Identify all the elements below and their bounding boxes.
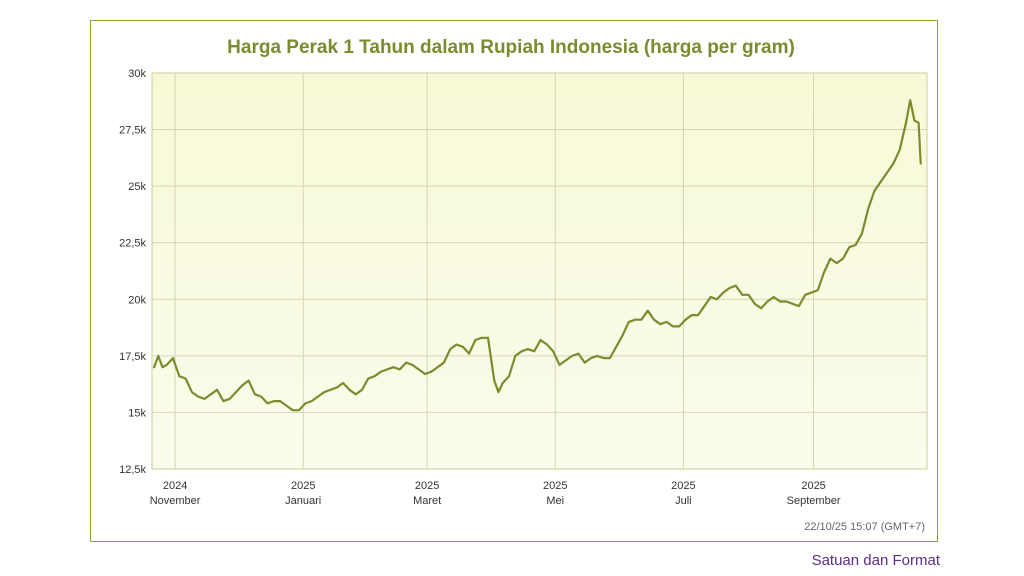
chart-frame: Harga Perak 1 Tahun dalam Rupiah Indones… bbox=[90, 20, 938, 542]
axis-labels: 12,5k 15k 17,5k 20k 22,5k 25k 27,5k 30k 2024 Nove… bbox=[119, 68, 841, 507]
y-tick-label: 20k bbox=[128, 294, 146, 306]
plot-border bbox=[151, 72, 928, 470]
chart-title: Harga Perak 1 Tahun dalam Rupiah Indones… bbox=[227, 37, 795, 58]
x-tick-year: 2025 bbox=[291, 480, 315, 492]
y-tick-label: 17,5k bbox=[119, 351, 146, 363]
y-tick-label: 25k bbox=[128, 181, 146, 193]
chart-timestamp: 22/10/25 15:07 (GMT+7) bbox=[804, 521, 925, 533]
grid-lines bbox=[151, 72, 928, 470]
x-tick-month: September bbox=[787, 495, 841, 507]
series-layer bbox=[152, 99, 922, 412]
x-tick-year: 2025 bbox=[415, 480, 439, 492]
x-tick-year: 2025 bbox=[801, 480, 825, 492]
y-tick-label: 22,5k bbox=[119, 238, 146, 250]
x-tick-year: 2025 bbox=[671, 480, 695, 492]
plot-area bbox=[152, 73, 927, 469]
y-tick-label: 27,5k bbox=[119, 125, 146, 137]
x-tick-month: Mei bbox=[546, 495, 564, 507]
silver-price-chart: Harga Perak 1 Tahun dalam Rupiah Indones… bbox=[119, 37, 928, 533]
y-tick-label: 30k bbox=[128, 68, 146, 80]
x-tick-month: Maret bbox=[413, 495, 441, 507]
series-line bbox=[152, 99, 922, 412]
x-tick-month: November bbox=[150, 495, 201, 507]
x-tick-year: 2025 bbox=[543, 480, 567, 492]
y-tick-label: 15k bbox=[128, 407, 146, 419]
x-tick-year: 2024 bbox=[163, 480, 187, 492]
x-tick-month: Januari bbox=[285, 495, 321, 507]
y-tick-label: 12,5k bbox=[119, 464, 146, 476]
units-format-link[interactable]: Satuan dan Format bbox=[811, 552, 940, 569]
x-tick-month: Juli bbox=[675, 495, 692, 507]
